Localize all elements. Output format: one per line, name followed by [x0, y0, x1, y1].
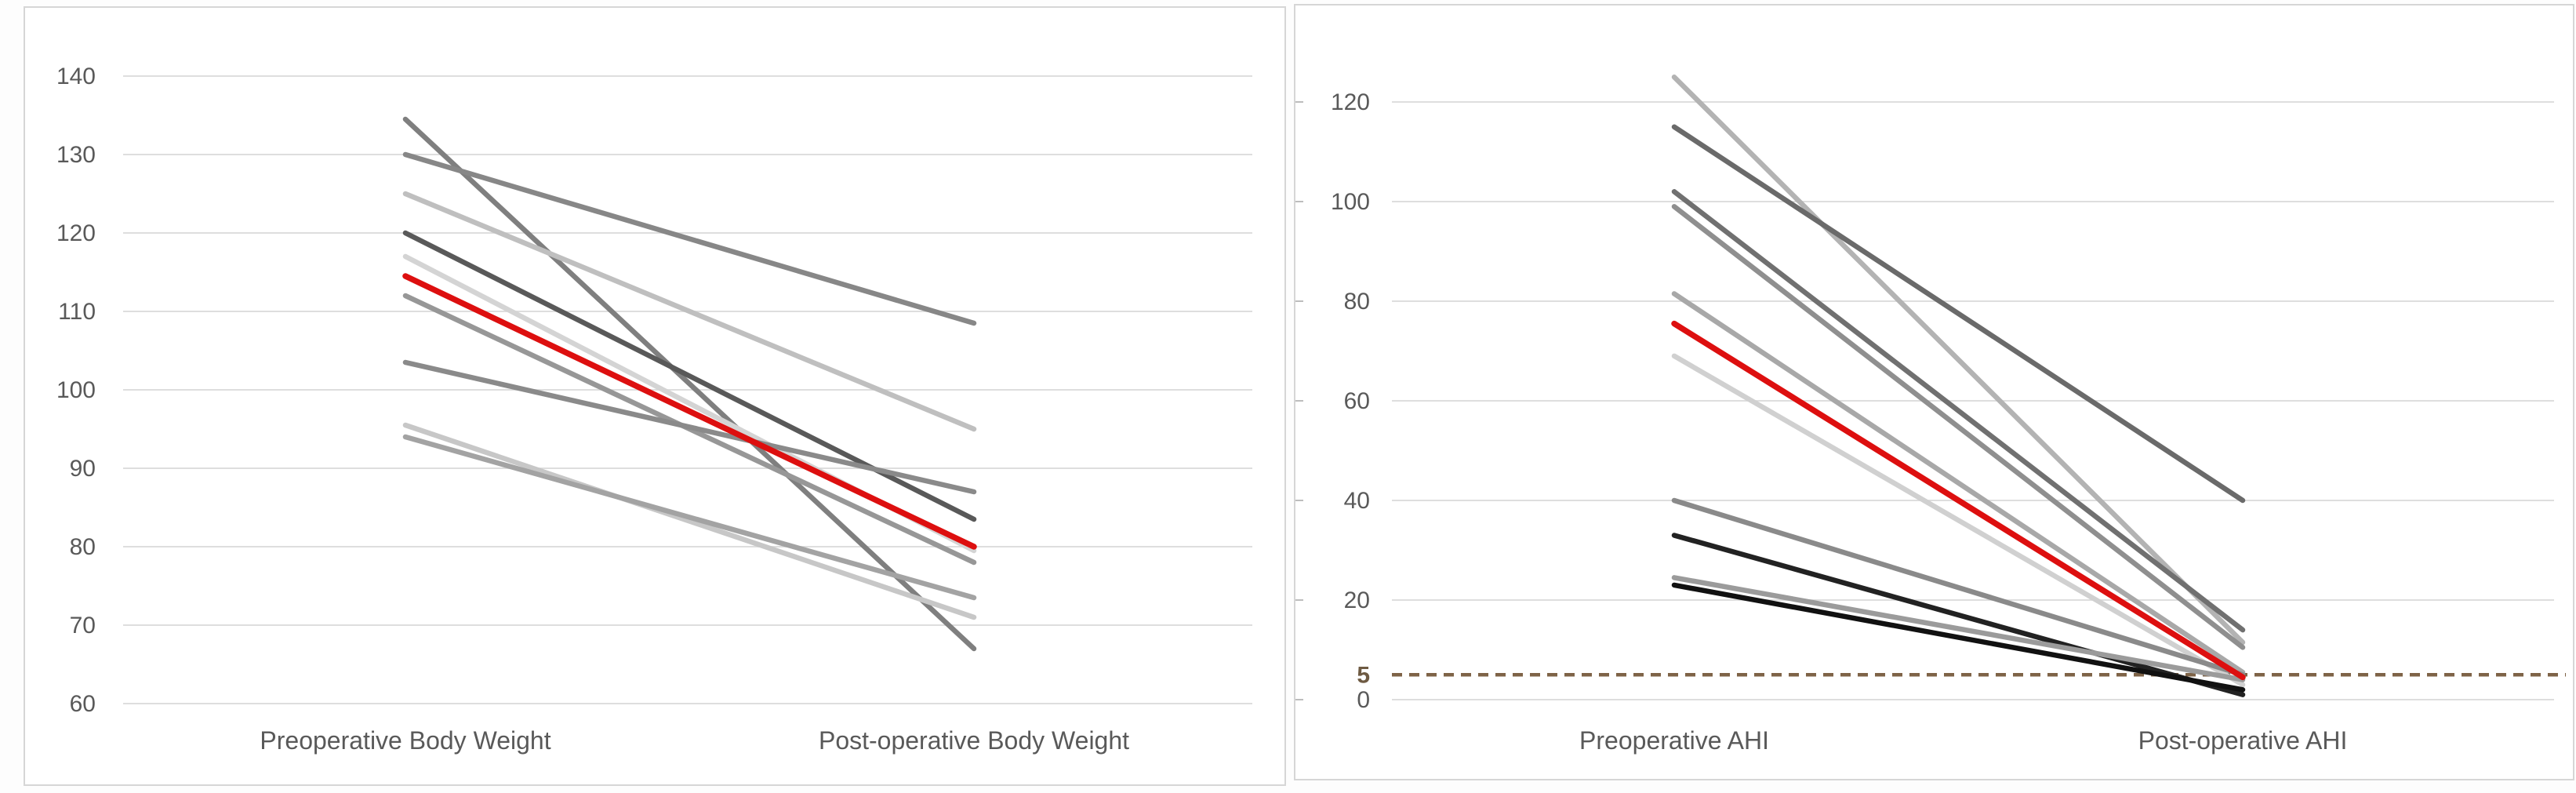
ahi-threshold-tick-label: 5	[1357, 662, 1370, 688]
series-line-patient-3	[1671, 189, 2246, 633]
series-line-patient-8	[402, 422, 977, 620]
y-axis-tick-label: 20	[1344, 587, 1370, 613]
category-label: Preoperative AHI	[1579, 726, 1769, 755]
series-line-patient-3	[402, 191, 977, 432]
series-line-patient-9	[1671, 575, 2246, 682]
y-axis-tick-label: 140	[56, 64, 96, 89]
series-line-patient-5	[1671, 291, 2246, 675]
slope-chart-svg: 120 100 80 60 40 20 05 Preoperative AHI Post-ope…	[1295, 75, 2566, 755]
series-line-patient-1	[402, 116, 977, 652]
category-label: Preoperative Body Weight	[260, 726, 550, 755]
y-axis-tick-label: 0	[1357, 687, 1370, 713]
series-line-patient-8	[1671, 533, 2246, 697]
series-line-patient-4	[1671, 204, 2246, 650]
y-axis-tick-label: 100	[56, 377, 96, 403]
y-axis-tick-label: 110	[58, 299, 96, 325]
series-line-patient-7	[1671, 497, 2246, 678]
slope-chart-svg: 140 130 120 110 100 90 80 70 60 Preoperative Body…	[56, 64, 1252, 755]
series-line-patient-2	[402, 151, 977, 326]
series-line-mean-highlight	[402, 273, 977, 550]
series-line-patient-10	[1671, 582, 2246, 693]
y-axis-tick-label: 130	[56, 142, 96, 168]
y-axis-tick-label: 80	[1344, 289, 1370, 315]
series-line-patient-9	[402, 434, 977, 601]
category-label: Post-operative AHI	[2138, 726, 2348, 755]
chart-frame-body-weight: 140 130 120 110 100 90 80 70 60 Preoperative Body…	[24, 6, 1286, 786]
chart-frame-ahi: 120 100 80 60 40 20 0 5 Preoperative AHI Post-ope…	[1294, 4, 2574, 780]
y-axis-tick-label: 90	[70, 456, 96, 482]
y-axis-tick-label: 100	[1331, 189, 1370, 215]
series-line-mean-highlight	[1671, 320, 2246, 681]
series-line-patient-4	[402, 230, 977, 522]
y-axis-tick-label: 80	[70, 534, 96, 560]
y-axis-tick-label: 60	[1344, 388, 1370, 414]
y-axis-tick-label: 120	[56, 220, 96, 246]
y-axis-tick-label: 120	[1331, 89, 1370, 115]
series-line-patient-2	[1671, 124, 2246, 504]
y-axis-tick-label: 70	[70, 613, 96, 638]
category-label: Post-operative Body Weight	[819, 726, 1129, 755]
series-line-patient-1	[1671, 75, 2246, 646]
series-line-patient-7	[402, 359, 977, 495]
series-line-patient-6	[1671, 353, 2246, 688]
y-axis-tick-label: 40	[1344, 488, 1370, 514]
y-axis-tick-label: 60	[70, 691, 96, 717]
